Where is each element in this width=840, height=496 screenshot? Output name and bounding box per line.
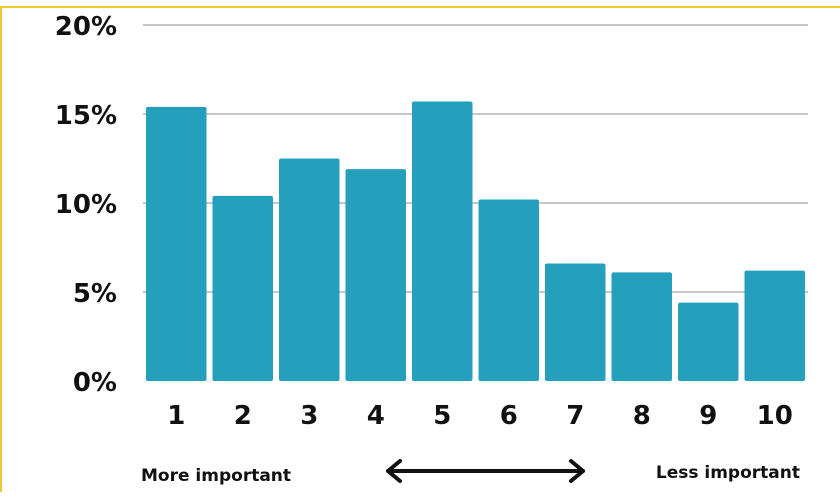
x-tick-label: 9	[699, 401, 717, 431]
y-tick-label: 20%	[55, 12, 117, 42]
y-tick-label: 15%	[55, 101, 117, 131]
x-tick-label: 8	[633, 401, 651, 431]
x-tick-label: 7	[566, 401, 584, 431]
bar	[478, 199, 539, 381]
x-tick-label: 5	[433, 401, 451, 431]
x-tick-label: 4	[367, 401, 385, 431]
bar	[611, 272, 672, 381]
bar	[345, 169, 406, 381]
bar	[412, 101, 473, 381]
x-tick-label: 10	[757, 401, 793, 431]
x-axis-ticks: 1 2 3 4 5 6 7 8 9 10	[167, 401, 793, 431]
double-arrow-icon	[386, 459, 585, 483]
x-tick-label: 6	[500, 401, 518, 431]
y-tick-label: 5%	[73, 279, 117, 309]
less-important-label: Less important	[656, 463, 800, 483]
bar	[279, 158, 340, 381]
x-tick-label: 3	[300, 401, 318, 431]
y-tick-label: 10%	[55, 190, 117, 220]
y-tick-label: 0%	[73, 368, 117, 398]
y-axis-ticks: 0% 5% 10% 15% 20%	[55, 12, 117, 398]
bar	[678, 302, 739, 381]
x-tick-label: 1	[167, 401, 185, 431]
bars	[146, 101, 805, 381]
bar	[545, 263, 606, 381]
more-important-label: More important	[141, 466, 291, 486]
bar	[146, 106, 207, 381]
bar	[212, 195, 273, 381]
bar	[744, 270, 805, 381]
x-tick-label: 2	[234, 401, 252, 431]
